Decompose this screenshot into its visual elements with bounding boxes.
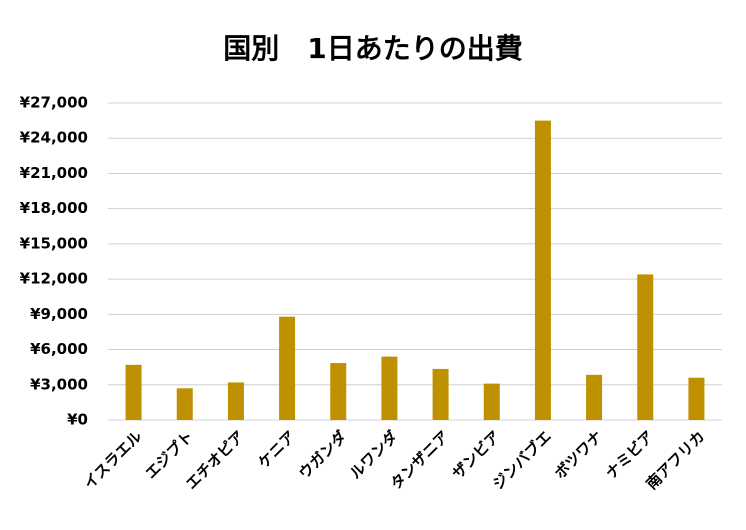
y-tick-label: ¥15,000 xyxy=(20,234,88,252)
bar xyxy=(330,363,347,420)
x-tick-label: ボツワナ xyxy=(551,427,606,482)
bar xyxy=(534,120,551,420)
bar xyxy=(688,377,705,420)
bar xyxy=(227,382,244,420)
y-tick-label: ¥12,000 xyxy=(20,270,88,288)
bar xyxy=(125,364,142,420)
x-tick-label: ケニア xyxy=(255,427,300,472)
y-tick-label: ¥0 xyxy=(67,411,88,429)
bar xyxy=(637,274,654,420)
y-tick-label: ¥24,000 xyxy=(20,129,88,147)
y-tick-label: ¥18,000 xyxy=(20,199,88,217)
bar xyxy=(483,383,500,420)
bar xyxy=(381,356,398,420)
x-tick-label: イスラエル xyxy=(80,427,145,492)
bar xyxy=(279,316,296,420)
bar xyxy=(432,368,449,420)
bar xyxy=(176,388,193,420)
y-tick-label: ¥9,000 xyxy=(30,305,88,323)
x-tick-label: ウガンダ xyxy=(295,427,350,482)
y-tick-label: ¥21,000 xyxy=(20,164,88,182)
bar xyxy=(586,374,603,420)
y-tick-label: ¥3,000 xyxy=(30,375,88,393)
y-tick-label: ¥6,000 xyxy=(30,340,88,358)
y-tick-label: ¥27,000 xyxy=(20,94,88,112)
chart-title: 国別 1日あたりの出費 xyxy=(223,32,522,65)
